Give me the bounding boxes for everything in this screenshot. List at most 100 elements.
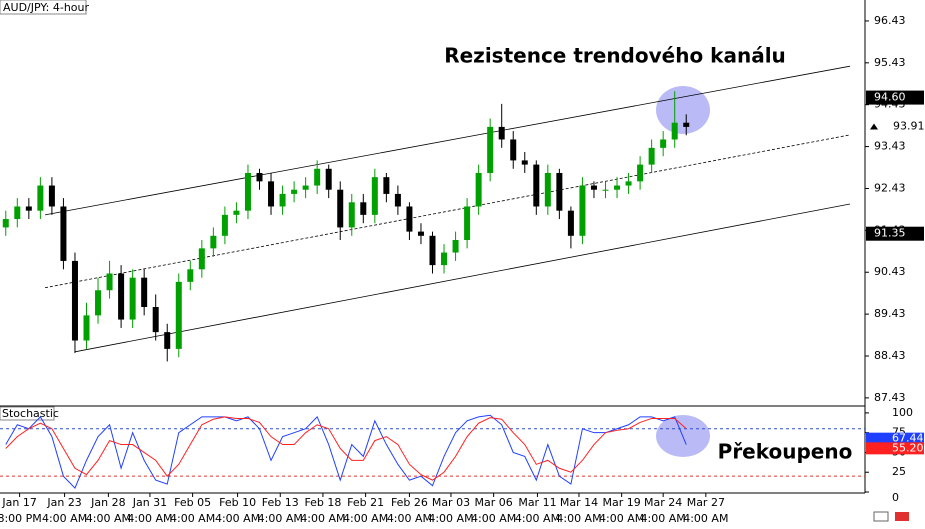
x-tick-label: Feb 10 <box>219 496 256 509</box>
x-tick-sublabel: 4:00 AM <box>683 512 728 525</box>
candle-body <box>268 181 275 207</box>
candle-body <box>221 214 228 236</box>
stochastic-line <box>5 414 687 489</box>
candle-body <box>648 147 655 165</box>
candle-body <box>567 210 574 236</box>
x-tick-label: Mar 03 <box>432 496 470 509</box>
scroll-button[interactable] <box>873 511 889 522</box>
x-tick-sublabel: 4:00 AM <box>258 512 303 525</box>
candle-body <box>48 185 55 207</box>
candle-body <box>95 290 102 316</box>
candle-body <box>602 189 609 191</box>
x-tick-sublabel: 4:00 AM <box>387 512 432 525</box>
x-tick-sublabel: 4:00 AM <box>641 512 686 525</box>
price-marker <box>866 119 924 134</box>
x-tick-sublabel: 8:00 PM <box>0 512 42 525</box>
candle-body <box>291 189 298 194</box>
x-tick-label: Mar 11 <box>518 496 556 509</box>
price-marker <box>866 226 924 241</box>
candle-body <box>406 206 413 232</box>
candle-body <box>487 126 494 173</box>
x-tick-sublabel: 4:00 AM <box>300 512 345 525</box>
candle-body <box>233 210 240 215</box>
price-marker-arrow <box>870 123 878 130</box>
candle-body <box>152 306 159 333</box>
x-tick-sublabel: 4:00 AM <box>127 512 172 525</box>
channel-line <box>44 134 851 289</box>
candle-body <box>302 185 309 190</box>
y-tick-label: 96.43 <box>874 14 906 27</box>
x-tick-label: Feb 18 <box>304 496 341 509</box>
candle-body <box>475 172 482 207</box>
candle-body <box>141 277 148 307</box>
candle-body <box>2 219 9 228</box>
candle-body <box>118 273 125 320</box>
candle-body <box>37 185 44 211</box>
candle-body <box>417 231 424 236</box>
candle-body <box>625 181 632 186</box>
candle-body <box>164 332 171 349</box>
candle-body <box>614 185 621 190</box>
candle-body <box>25 206 32 211</box>
candle-body <box>464 206 471 240</box>
candle-body <box>510 139 517 161</box>
x-tick-sublabel: 4:00 AM <box>42 512 87 525</box>
x-tick-sublabel: 4:00 AM <box>343 512 388 525</box>
candle-body <box>314 168 321 186</box>
candle-body <box>83 315 90 341</box>
x-tick-label: Mar 06 <box>475 496 513 509</box>
x-tick-sublabel: 4:00 AM <box>86 512 131 525</box>
candle-body <box>106 273 113 291</box>
candle-body <box>590 185 597 190</box>
y-tick-label: 89.43 <box>874 307 906 320</box>
y-tick-label: 100 <box>892 406 913 419</box>
candle-body <box>637 164 644 182</box>
x-tick-sublabel: 4:00 AM <box>471 512 516 525</box>
candle-body <box>210 235 217 249</box>
x-tick-label: Jan 28 <box>90 496 125 509</box>
price-marker <box>866 90 924 105</box>
candle-body <box>429 235 436 266</box>
channel-line <box>44 65 851 216</box>
title-box <box>0 0 87 15</box>
x-tick-label: Jan 31 <box>132 496 167 509</box>
x-tick-sublabel: 4:00 AM <box>556 512 601 525</box>
candle-body <box>187 269 194 282</box>
candle-body <box>441 252 448 266</box>
price-marker-label: 91.35 <box>874 227 906 240</box>
candle-body <box>371 177 378 215</box>
candle-body <box>671 122 678 140</box>
candle-body <box>383 177 390 194</box>
annotation: Rezistence trendového kanálu <box>444 44 786 68</box>
x-tick-label: Mar 19 <box>603 496 641 509</box>
channel-line <box>74 203 851 353</box>
price-marker-label: 93.91 <box>893 119 925 132</box>
price-marker-label: 94.60 <box>874 91 906 104</box>
x-tick-label: Mar 24 <box>644 496 682 509</box>
annotation: Překoupeno <box>718 440 853 464</box>
candle-body <box>579 185 586 236</box>
candle-body <box>683 122 690 127</box>
candle-body <box>521 160 528 165</box>
candle-body <box>660 139 667 148</box>
x-tick-label: Feb 13 <box>262 496 299 509</box>
y-tick-label: 0 <box>892 491 899 504</box>
x-tick-sublabel: 4:00 AM <box>599 512 644 525</box>
candle-body <box>71 260 78 341</box>
candle-body <box>348 202 355 228</box>
candle-body <box>533 164 540 207</box>
x-tick-label: Jan 23 <box>46 496 81 509</box>
value-marker-label: 67.44 <box>892 432 924 445</box>
candle-body <box>14 206 21 220</box>
scroll-button[interactable] <box>895 512 909 521</box>
candle-body <box>244 172 251 211</box>
candle-body <box>394 193 401 207</box>
candle-body <box>337 189 344 228</box>
candle-body <box>360 202 367 215</box>
value-marker <box>866 432 924 445</box>
x-tick-sublabel: 4:00 AM <box>215 512 260 525</box>
candle-body <box>175 281 182 349</box>
x-tick-label: Jan 17 <box>1 496 36 509</box>
